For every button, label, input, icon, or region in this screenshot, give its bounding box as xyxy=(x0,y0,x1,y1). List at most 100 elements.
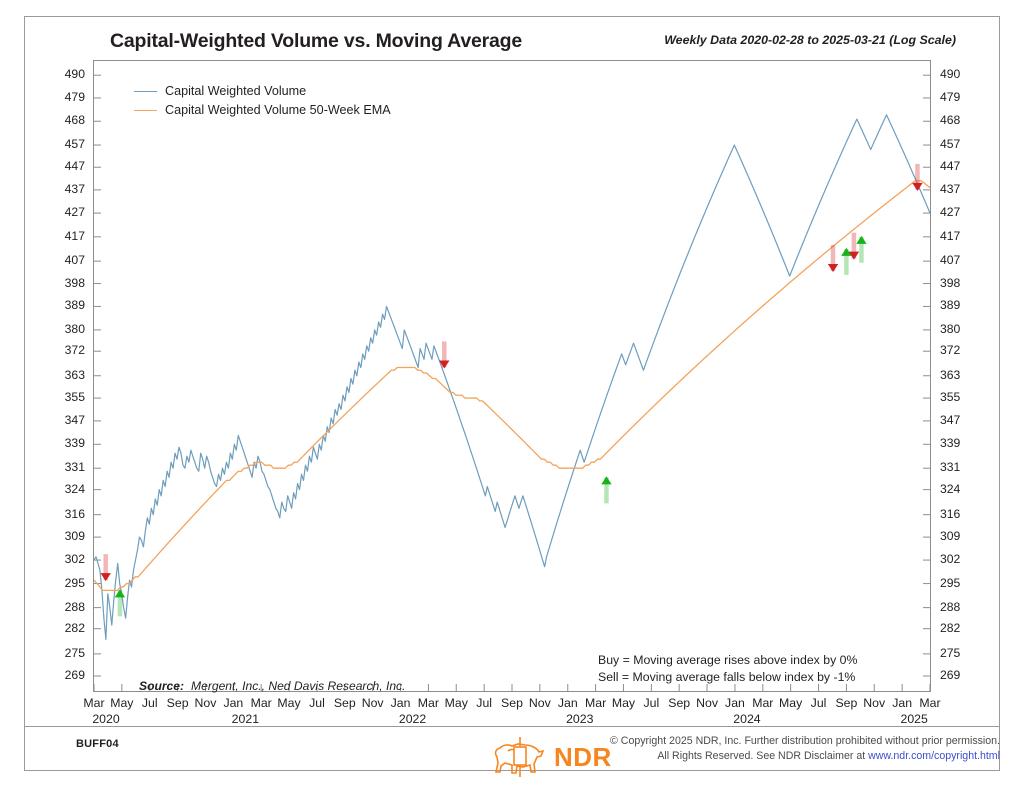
ndr-wordmark: NDR xyxy=(554,742,612,772)
y-axis-tick-label: 417 xyxy=(64,228,85,243)
sell-signal-marker xyxy=(912,163,923,191)
x-axis-tick-label: Jul xyxy=(309,696,325,710)
chart-code: BUFF04 xyxy=(76,738,119,750)
y-axis-tick-label: 407 xyxy=(940,253,961,268)
x-axis-tick-label: Nov xyxy=(863,696,886,710)
y-axis-tick-label: 479 xyxy=(64,89,85,104)
y-axis-tick-label: 288 xyxy=(64,599,85,614)
y-axis-tick-label: 468 xyxy=(64,113,85,128)
y-axis-tick-label: 437 xyxy=(940,181,961,196)
x-axis-tick-label: May xyxy=(779,696,803,710)
x-axis-tick-label: Nov xyxy=(194,696,217,710)
y-axis-tick-label: 457 xyxy=(64,137,85,152)
y-axis-tick-label: 302 xyxy=(64,552,85,567)
y-axis-tick-label: 355 xyxy=(940,390,961,405)
y-axis-tick-label: 355 xyxy=(64,390,85,405)
y-axis-tick-label: 347 xyxy=(940,412,961,427)
x-axis-tick-label: May xyxy=(611,696,636,710)
copyright-line-2: All Rights Reserved. See NDR Disclaimer … xyxy=(610,749,1000,764)
chart-legend: Capital Weighted Volume Capital Weighted… xyxy=(134,83,391,121)
y-axis-tick-label: 427 xyxy=(64,205,85,220)
x-axis-tick-label: Sep xyxy=(501,696,523,710)
y-axis-tick-label: 282 xyxy=(64,620,85,635)
y-axis-tick-label: 309 xyxy=(64,529,85,544)
y-axis-tick-label: 282 xyxy=(940,620,961,635)
x-axis-tick-label: Nov xyxy=(528,696,551,710)
y-axis-tick-label: 309 xyxy=(940,529,961,544)
y-axis-tick-label: 339 xyxy=(64,436,85,451)
x-axis-tick-label: Jul xyxy=(810,696,827,710)
y-axis-tick-label: 398 xyxy=(940,275,961,290)
y-axis-tick-label: 427 xyxy=(940,205,961,220)
source-label: Source: xyxy=(139,679,185,693)
y-axis-tick-label: 380 xyxy=(940,321,961,336)
x-axis-tick-label: Mar xyxy=(83,696,105,710)
x-axis-tick-label: Jan xyxy=(223,696,244,710)
ndr-logo: NDR xyxy=(487,733,615,781)
x-axis-tick-label: Jul xyxy=(643,696,660,710)
buy-signal-marker xyxy=(841,247,852,275)
x-axis-tick-label: Jan xyxy=(725,696,745,710)
sell-signal-marker xyxy=(439,341,450,369)
y-axis-tick-label: 275 xyxy=(64,645,85,660)
y-axis-tick-label: 457 xyxy=(940,137,961,152)
y-axis-tick-label: 380 xyxy=(64,321,85,336)
x-axis-tick-label: May xyxy=(110,696,134,710)
legend-item-volume: Capital Weighted Volume xyxy=(134,83,391,99)
ndr-bull-bear-icon xyxy=(494,737,545,777)
x-axis-tick-label: Jan xyxy=(390,696,411,710)
y-axis-tick-label: 295 xyxy=(940,575,961,590)
y-axis-tick-label: 324 xyxy=(64,481,85,496)
series-line-ema xyxy=(94,180,930,592)
buy-signal-marker xyxy=(856,235,867,263)
x-axis-tick-label: Mar xyxy=(417,696,439,710)
y-axis-tick-label: 339 xyxy=(940,436,961,451)
x-axis-tick-label: Sep xyxy=(166,696,189,710)
signal-rules-note: Buy = Moving average rises above index b… xyxy=(598,652,857,686)
sell-rule-text: Sell = Moving average falls below index … xyxy=(598,670,856,684)
y-axis-tick-label: 447 xyxy=(940,159,961,174)
y-axis-tick-label: 269 xyxy=(64,667,85,682)
x-axis-tick-label: Mar xyxy=(585,696,607,710)
x-axis-year-label: 2024 xyxy=(733,712,761,726)
line-swatch-blue-icon xyxy=(134,90,157,92)
y-axis-tick-label: 490 xyxy=(64,67,85,82)
buy-signal-marker xyxy=(114,589,126,617)
x-axis-tick-label: May xyxy=(444,696,468,710)
buy-rule-text: Buy = Moving average rises above index b… xyxy=(598,653,858,667)
x-axis-tick-label: Jan xyxy=(557,696,578,710)
y-axis-tick-label: 437 xyxy=(64,181,85,196)
y-axis-tick-label: 363 xyxy=(940,367,961,382)
x-axis-tick-label: May xyxy=(277,696,301,710)
x-axis-tick-label: Sep xyxy=(333,696,356,710)
y-axis-tick-label: 389 xyxy=(64,298,85,313)
footer-divider xyxy=(24,726,1000,727)
y-axis-tick-label: 295 xyxy=(64,575,85,590)
chart-canvas xyxy=(94,74,930,691)
y-axis-tick-label: 331 xyxy=(64,460,85,475)
x-axis-tick-label: Mar xyxy=(919,696,941,710)
x-axis-year-label: 2025 xyxy=(900,712,928,726)
y-axis-tick-label: 302 xyxy=(940,552,961,567)
x-axis-year-label: 2022 xyxy=(398,712,427,726)
buy-signal-marker xyxy=(601,476,612,504)
data-range-caption: Weekly Data 2020-02-28 to 2025-03-21 (Lo… xyxy=(664,33,956,47)
y-axis-tick-label: 316 xyxy=(940,506,961,521)
y-axis-tick-label: 269 xyxy=(940,667,961,682)
y-axis-tick-label: 417 xyxy=(940,228,961,243)
x-axis-year-label: 2023 xyxy=(566,712,594,726)
x-axis-year-label: 2020 xyxy=(92,712,120,726)
copyright-link[interactable]: www.ndr.com/copyright.html xyxy=(868,750,1000,762)
y-axis-tick-label: 398 xyxy=(64,275,85,290)
y-axis-tick-label: 490 xyxy=(940,67,961,82)
x-axis-tick-label: Jul xyxy=(141,696,158,710)
disclaimer-text: All Rights Reserved. See NDR Disclaimer … xyxy=(657,750,869,762)
x-axis-tick-label: Jan xyxy=(892,696,913,710)
y-axis-tick-label: 479 xyxy=(940,89,961,104)
source-note: Source: Mergent, Inc., Ned Davis Research… xyxy=(139,679,405,693)
legend-label-volume: Capital Weighted Volume xyxy=(165,84,307,98)
x-axis-tick-label: Mar xyxy=(752,696,774,710)
sell-signal-marker xyxy=(827,245,839,273)
copyright-line-1: © Copyright 2025 NDR, Inc. Further distr… xyxy=(610,735,1000,747)
